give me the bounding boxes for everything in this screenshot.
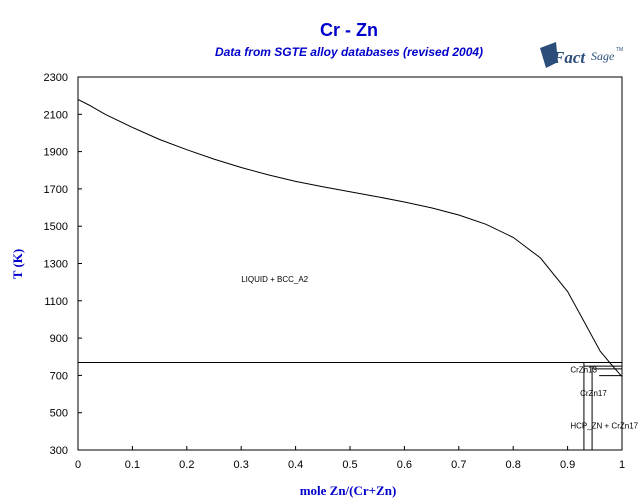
x-tick-label: 0.6 — [397, 459, 412, 471]
y-tick-label: 1300 — [44, 259, 68, 271]
x-tick-label: 0 — [75, 459, 81, 471]
y-tick-label: 500 — [50, 408, 68, 420]
x-axis-ticks: 0 0.1 0.2 0.3 0.4 0.5 0.6 0.7 0.8 0.9 1 — [75, 446, 625, 471]
y-tick-label: 1500 — [44, 221, 68, 233]
y-tick-label: 1100 — [44, 296, 68, 308]
y-tick-label: 900 — [50, 333, 68, 345]
y-tick-label: 2300 — [44, 72, 68, 84]
y-tick-label: 1700 — [44, 184, 68, 196]
region-label: LIQUID + BCC_A2 — [241, 275, 308, 284]
region-label: CrZn17 — [580, 389, 607, 398]
y-tick-label: 2100 — [44, 109, 68, 121]
x-axis-label: mole Zn/(Cr+Zn) — [300, 483, 397, 498]
chart-subtitle: Data from SGTE alloy databases (revised … — [215, 45, 483, 59]
liquidus-curve — [77, 98, 623, 378]
region-label: HCP_ZN + CrZn17 — [570, 422, 638, 431]
region-label: CrZn13 — [570, 366, 597, 375]
plot-frame — [77, 76, 623, 451]
factsage-logo-main: Fact — [552, 48, 586, 67]
x-tick-label: 0.9 — [560, 459, 575, 471]
liquidus-curves — [77, 98, 623, 378]
x-tick-label: 0.1 — [125, 459, 140, 471]
y-axis-label: T (K) — [10, 249, 25, 279]
chart-title: Cr - Zn — [320, 20, 378, 40]
y-tick-label: 700 — [50, 370, 68, 382]
y-tick-label: 300 — [50, 445, 68, 457]
factsage-logo: Fact Sage TM — [540, 42, 623, 68]
factsage-logo-sub: Sage — [591, 49, 615, 63]
x-tick-label: 1 — [619, 459, 625, 471]
x-tick-label: 0.7 — [451, 459, 466, 471]
x-tick-label: 0.4 — [288, 459, 303, 471]
x-tick-label: 0.3 — [234, 459, 249, 471]
x-tick-label: 0.2 — [179, 459, 194, 471]
region-labels: LIQUID + BCC_A2 CrZn13 CrZn17 HCP_ZN + CrZn… — [241, 275, 638, 430]
factsage-logo-tm: TM — [616, 47, 623, 53]
phase-boundary-lines — [78, 338, 623, 450]
x-tick-label: 0.5 — [342, 459, 357, 471]
x-tick-label: 0.8 — [506, 459, 521, 471]
y-axis-ticks: 300 500 700 900 1100 1300 1500 1700 1900 2100 2300 — [44, 72, 82, 457]
y-tick-label: 1900 — [44, 147, 68, 159]
factsage-logo-mark — [540, 42, 558, 68]
